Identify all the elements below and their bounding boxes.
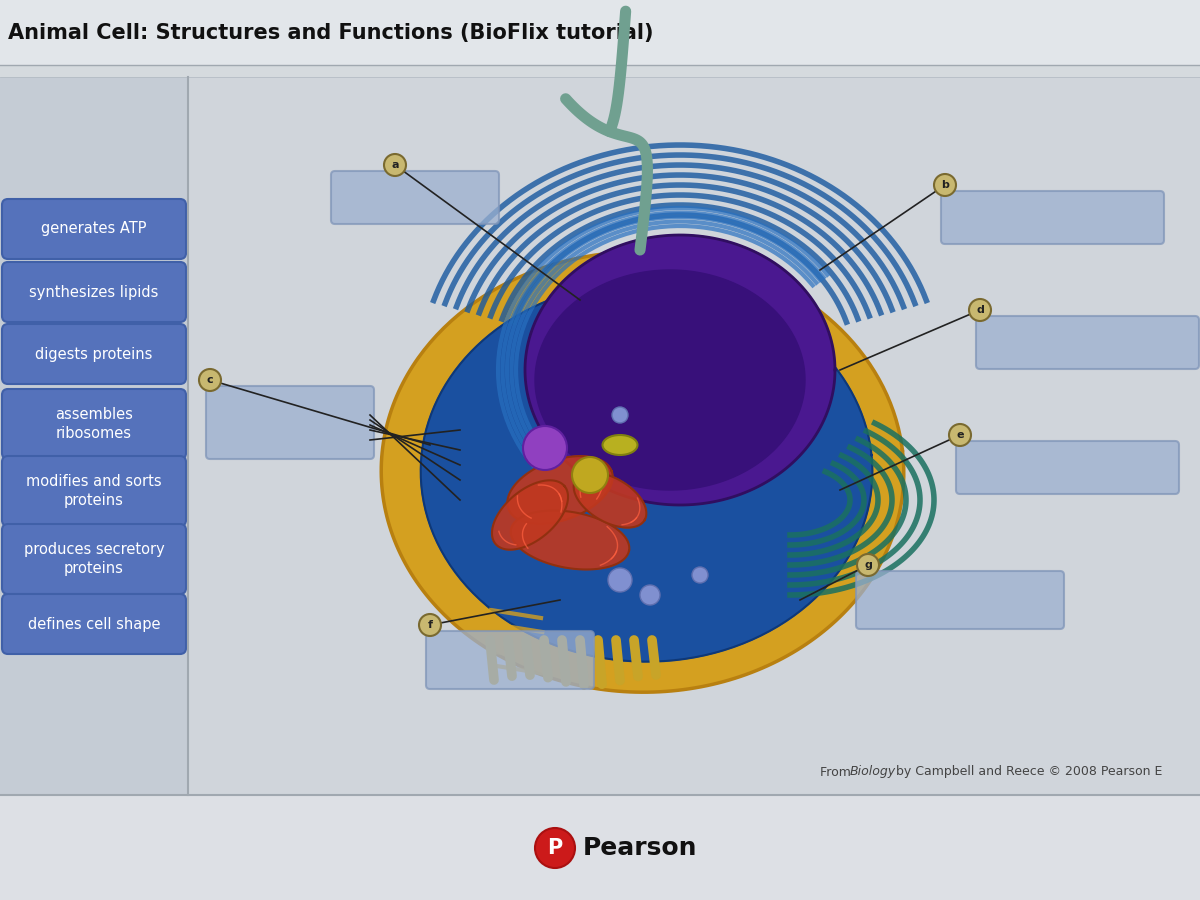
Text: generates ATP: generates ATP bbox=[41, 221, 146, 237]
Circle shape bbox=[608, 568, 632, 592]
Text: produces secretory
proteins: produces secretory proteins bbox=[24, 542, 164, 576]
Circle shape bbox=[572, 457, 608, 493]
Text: a: a bbox=[391, 160, 398, 170]
Text: Pearson: Pearson bbox=[583, 836, 697, 860]
Polygon shape bbox=[535, 270, 805, 490]
Circle shape bbox=[199, 369, 221, 391]
FancyBboxPatch shape bbox=[2, 594, 186, 654]
Text: b: b bbox=[941, 180, 949, 190]
Text: modifies and sorts
proteins: modifies and sorts proteins bbox=[26, 474, 162, 508]
Text: f: f bbox=[427, 620, 432, 630]
FancyBboxPatch shape bbox=[2, 389, 186, 459]
Bar bbox=[0, 65, 1200, 77]
Text: Biology: Biology bbox=[850, 766, 896, 778]
FancyBboxPatch shape bbox=[941, 191, 1164, 244]
Bar bbox=[188, 77, 1200, 795]
Circle shape bbox=[523, 426, 568, 470]
Polygon shape bbox=[574, 472, 647, 527]
Circle shape bbox=[535, 828, 575, 868]
Polygon shape bbox=[508, 456, 613, 524]
Polygon shape bbox=[382, 252, 904, 692]
Circle shape bbox=[384, 154, 406, 176]
Ellipse shape bbox=[602, 435, 637, 455]
Text: assembles
ribosomes: assembles ribosomes bbox=[55, 407, 133, 441]
FancyBboxPatch shape bbox=[2, 262, 186, 322]
Bar bbox=[0, 795, 1200, 900]
Circle shape bbox=[970, 299, 991, 321]
FancyBboxPatch shape bbox=[2, 456, 186, 526]
Text: From: From bbox=[820, 766, 854, 778]
Circle shape bbox=[692, 567, 708, 583]
Polygon shape bbox=[421, 282, 872, 662]
Polygon shape bbox=[511, 510, 629, 570]
Circle shape bbox=[934, 174, 956, 196]
Circle shape bbox=[419, 614, 442, 636]
Bar bbox=[0, 77, 188, 795]
Text: e: e bbox=[956, 430, 964, 440]
Text: P: P bbox=[547, 838, 563, 858]
FancyBboxPatch shape bbox=[206, 386, 374, 459]
Text: d: d bbox=[976, 305, 984, 315]
Text: by Campbell and Reece © 2008 Pearson E: by Campbell and Reece © 2008 Pearson E bbox=[892, 766, 1163, 778]
FancyBboxPatch shape bbox=[976, 316, 1199, 369]
Text: Animal Cell: Structures and Functions (BioFlix tutorial): Animal Cell: Structures and Functions (B… bbox=[8, 23, 654, 43]
Text: synthesizes lipids: synthesizes lipids bbox=[29, 284, 158, 300]
FancyBboxPatch shape bbox=[426, 631, 594, 689]
Circle shape bbox=[857, 554, 878, 576]
FancyBboxPatch shape bbox=[2, 199, 186, 259]
Circle shape bbox=[612, 407, 628, 423]
Bar bbox=[0, 0, 1200, 65]
Text: g: g bbox=[864, 560, 872, 570]
Text: digests proteins: digests proteins bbox=[35, 346, 152, 362]
FancyBboxPatch shape bbox=[856, 571, 1064, 629]
Circle shape bbox=[949, 424, 971, 446]
FancyBboxPatch shape bbox=[2, 524, 186, 594]
Polygon shape bbox=[526, 235, 835, 505]
Circle shape bbox=[640, 585, 660, 605]
Polygon shape bbox=[492, 481, 568, 550]
FancyBboxPatch shape bbox=[956, 441, 1178, 494]
Text: defines cell shape: defines cell shape bbox=[28, 616, 161, 632]
Text: c: c bbox=[206, 375, 214, 385]
FancyBboxPatch shape bbox=[2, 324, 186, 384]
FancyBboxPatch shape bbox=[331, 171, 499, 224]
